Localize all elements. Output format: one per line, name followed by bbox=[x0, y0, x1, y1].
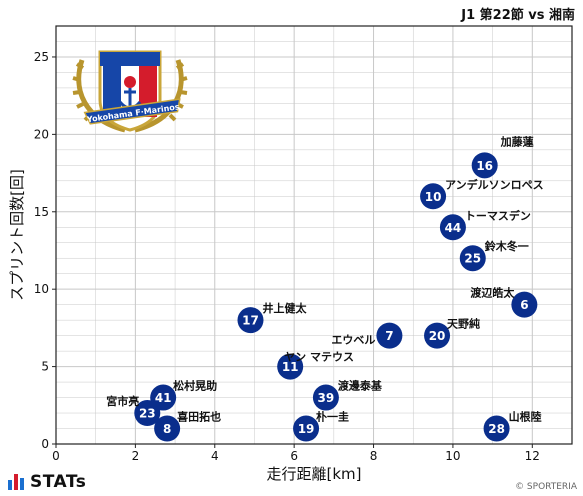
point-marker bbox=[459, 245, 486, 272]
point-marker bbox=[237, 307, 264, 334]
player-name-label: 喜田拓也 bbox=[177, 410, 221, 424]
x-tick-label: 12 bbox=[525, 449, 540, 463]
point-number-label: 7 bbox=[385, 329, 393, 343]
player-point-16: 16 加藤蓮 bbox=[471, 134, 534, 179]
point-number-label: 8 bbox=[163, 422, 171, 436]
player-point-6: 6 渡辺皓太 bbox=[470, 286, 538, 318]
point-marker bbox=[439, 214, 466, 241]
player-name-label: 宮市亮 bbox=[106, 394, 139, 408]
point-number-label: 11 bbox=[282, 360, 299, 374]
player-name-label: 井上健太 bbox=[262, 301, 307, 315]
player-name-label: 天野純 bbox=[447, 317, 480, 331]
x-axis-label: 走行距離[km] bbox=[266, 465, 361, 483]
point-marker bbox=[471, 152, 498, 179]
point-marker bbox=[154, 415, 181, 442]
point-number-label: 39 bbox=[318, 391, 335, 405]
player-name-label: 山根陸 bbox=[509, 410, 542, 424]
player-name-label: ヤン マテウス bbox=[284, 351, 354, 364]
brand-bars-icon bbox=[8, 474, 24, 490]
player-point-7: 7 エウベル bbox=[331, 322, 403, 349]
player-name-label: 朴一圭 bbox=[316, 410, 349, 424]
point-number-label: 6 bbox=[520, 298, 528, 312]
player-name-label: 渡邊泰基 bbox=[338, 379, 383, 393]
point-marker bbox=[483, 415, 510, 442]
point-marker bbox=[134, 400, 161, 427]
point-marker bbox=[312, 384, 339, 411]
point-number-label: 41 bbox=[155, 391, 172, 405]
y-tick-label: 10 bbox=[34, 282, 49, 296]
point-number-label: 19 bbox=[298, 422, 315, 436]
player-name-label: 加藤蓮 bbox=[500, 134, 534, 148]
y-tick-label: 20 bbox=[34, 127, 49, 141]
player-name-label: エウベル bbox=[331, 334, 375, 347]
y-tick-label: 15 bbox=[34, 205, 49, 219]
club-crest-logo: Yokohama F·Marinos bbox=[72, 50, 188, 133]
player-point-28: 28 山根陸 bbox=[483, 410, 542, 442]
player-name-label: 鈴木冬一 bbox=[485, 239, 529, 253]
point-marker bbox=[293, 415, 320, 442]
point-marker bbox=[277, 353, 304, 380]
point-number-label: 17 bbox=[242, 314, 259, 328]
player-name-label: アンデルソンロペス bbox=[445, 177, 544, 191]
point-marker bbox=[511, 291, 538, 318]
stats-brand-logo: STATs bbox=[8, 472, 86, 492]
x-tick-label: 4 bbox=[211, 449, 219, 463]
point-marker bbox=[424, 322, 451, 349]
player-point-25: 25 鈴木冬一 bbox=[459, 239, 529, 272]
point-number-label: 25 bbox=[464, 252, 481, 266]
point-number-label: 23 bbox=[139, 407, 156, 421]
point-number-label: 28 bbox=[488, 422, 505, 436]
x-tick-label: 8 bbox=[370, 449, 378, 463]
x-tick-label: 6 bbox=[290, 449, 298, 463]
y-tick-label: 0 bbox=[41, 437, 49, 451]
copyright-notice: © SPORTERIA bbox=[515, 482, 577, 492]
y-tick-label: 5 bbox=[41, 360, 49, 374]
point-number-label: 16 bbox=[476, 159, 493, 173]
point-marker bbox=[420, 183, 447, 210]
y-tick-label: 25 bbox=[34, 50, 49, 64]
point-number-label: 44 bbox=[445, 221, 462, 235]
x-tick-label: 10 bbox=[445, 449, 460, 463]
player-name-label: 松村晃助 bbox=[173, 379, 217, 393]
point-number-label: 10 bbox=[425, 190, 442, 204]
x-tick-label: 0 bbox=[52, 449, 60, 463]
axis-ticks: 0 2 4 6 8 10 12 0 5 10 15 20 25 bbox=[34, 50, 540, 463]
plot-frame bbox=[55, 25, 573, 445]
player-name-label: 渡辺皓太 bbox=[470, 286, 515, 300]
data-points: 16加藤蓮10アンデルソンロペス44トーマスデン25鈴木冬一6渡辺皓太20天野純… bbox=[106, 134, 544, 442]
player-point-8: 8 喜田拓也 bbox=[154, 410, 221, 442]
point-number-label: 20 bbox=[429, 329, 446, 343]
y-axis-label: スプリント回数[回] bbox=[8, 169, 26, 301]
player-name-label: トーマスデン bbox=[465, 208, 531, 222]
point-marker bbox=[376, 322, 403, 349]
brand-text: STATs bbox=[30, 472, 87, 492]
x-tick-label: 2 bbox=[132, 449, 140, 463]
match-title: J1 第22節 vs 湘南 bbox=[461, 8, 575, 23]
